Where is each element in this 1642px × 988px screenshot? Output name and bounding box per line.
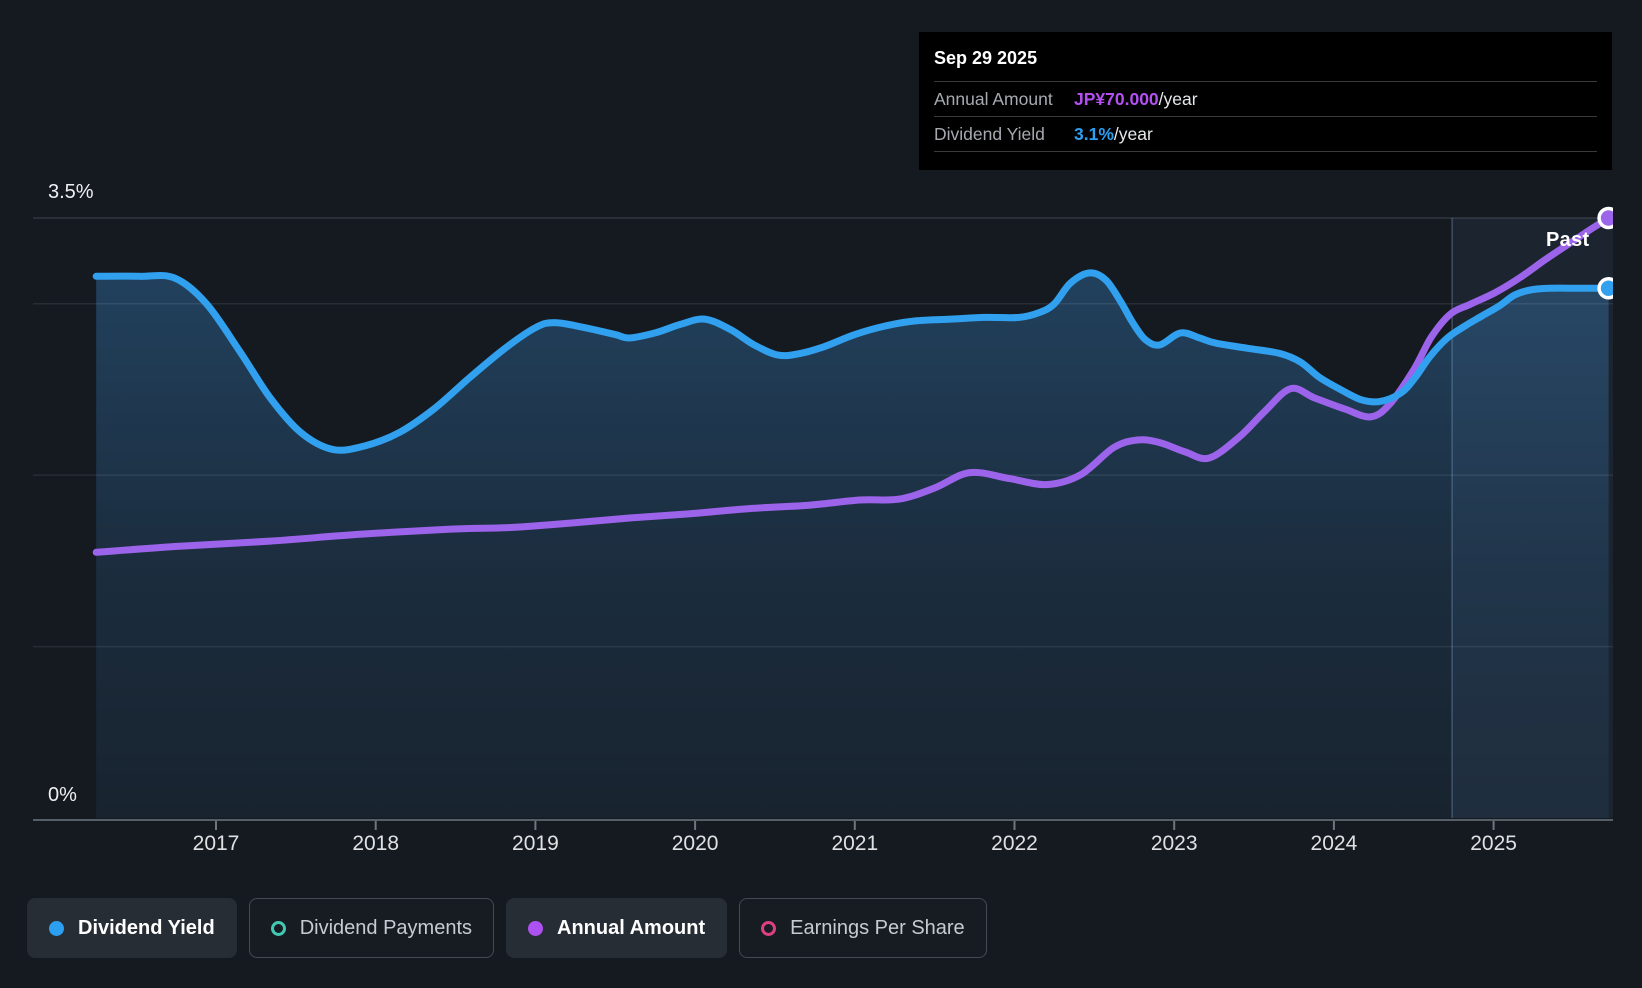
annual-amount-line: [92, 214, 1613, 556]
legend-label: Earnings Per Share: [790, 916, 965, 939]
legend-label: Dividend Payments: [299, 916, 473, 939]
annual-amount-dot-icon: [528, 920, 544, 936]
earnings-per-share-ring-icon: [761, 920, 777, 936]
x-axis-label-2019: 2019: [512, 832, 559, 855]
tooltip-label: Annual Amount: [934, 88, 1053, 109]
legend-dividend-yield-button[interactable]: Dividend Yield: [27, 898, 237, 958]
x-axis-label-2017: 2017: [193, 832, 240, 855]
legend: Dividend Yield Dividend Payments Annual …: [27, 898, 987, 958]
tooltip-suffix: /year: [1158, 88, 1198, 109]
y-axis-label-max: 3.5%: [48, 181, 94, 203]
x-axis-label-2023: 2023: [1151, 832, 1198, 855]
dividend-yield-endpoint-dot: [1597, 277, 1613, 300]
x-axis-label-2018: 2018: [352, 832, 399, 855]
tooltip-date: Sep 29 2025: [934, 32, 1597, 82]
dividend-payments-ring-icon: [270, 920, 286, 936]
tooltip-row-annual-amount: Annual Amount JP¥70.000/year: [934, 82, 1597, 117]
chart-tooltip: Sep 29 2025 Annual Amount JP¥70.000/year…: [919, 32, 1612, 170]
tooltip-label: Dividend Yield: [934, 123, 1045, 144]
legend-label: Dividend Yield: [78, 916, 215, 939]
x-axis-label-2024: 2024: [1311, 832, 1358, 855]
past-year-region: [1452, 218, 1613, 818]
y-axis-label-zero: 0%: [48, 784, 77, 806]
legend-label: Annual Amount: [557, 916, 706, 939]
past-region-label: Past: [1546, 229, 1590, 251]
tooltip-row-dividend-yield: Dividend Yield 3.1%/year: [934, 117, 1597, 152]
legend-dividend-payments-button[interactable]: Dividend Payments: [248, 898, 495, 958]
dividend-yield-area: [96, 272, 1609, 818]
tooltip-suffix: /year: [1113, 123, 1153, 144]
dividend-yield-dot-icon: [49, 920, 64, 936]
legend-annual-amount-button[interactable]: Annual Amount: [506, 898, 728, 958]
x-axis-label-2022: 2022: [991, 832, 1038, 855]
x-axis-label-2020: 2020: [672, 832, 719, 855]
legend-earnings-per-share-button[interactable]: Earnings Per Share: [739, 898, 987, 958]
tooltip-value-dividend-yield: 3.1%: [1074, 123, 1114, 144]
x-axis-label-2025: 2025: [1470, 832, 1517, 855]
tooltip-value-annual-amount: JP¥70.000: [1074, 88, 1159, 109]
dividend-yield-line: [92, 269, 1613, 454]
x-axis-label-2021: 2021: [831, 832, 878, 855]
annual-amount-endpoint-dot: [1597, 206, 1613, 230]
